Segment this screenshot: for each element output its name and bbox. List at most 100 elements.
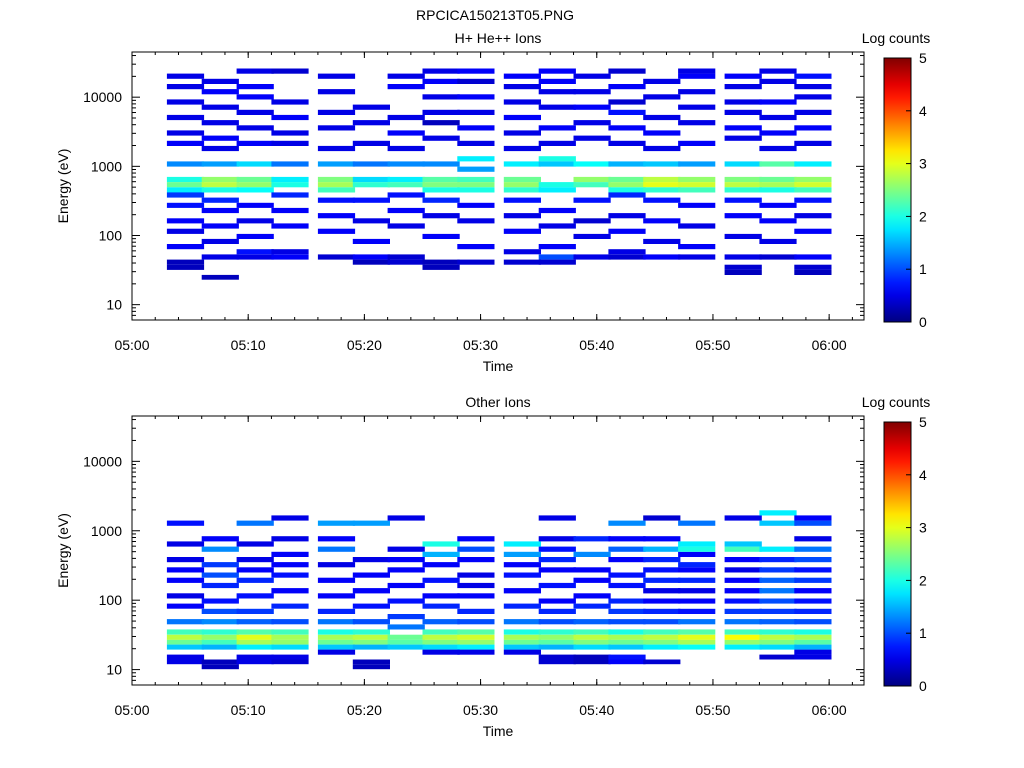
heatmap-cell (643, 114, 681, 121)
heatmap-cell (724, 109, 762, 115)
heatmap-cell (271, 254, 309, 260)
heatmap-cell (201, 207, 239, 214)
heatmap-cell (503, 639, 541, 645)
heatmap-cell (794, 619, 832, 625)
heatmap-cell (573, 654, 611, 660)
heatmap-cell (166, 182, 205, 188)
heatmap-cell (503, 73, 541, 79)
heatmap-cell (166, 244, 205, 250)
heatmap-cell (352, 259, 390, 265)
heatmap-cell (724, 264, 762, 270)
heatmap-cell (317, 577, 356, 583)
heatmap-cell (457, 619, 495, 625)
heatmap-cell (503, 99, 541, 105)
heatmap-cell (271, 223, 309, 229)
heatmap-cell (678, 89, 716, 95)
heatmap-cell (387, 130, 425, 136)
heatmap-cell (236, 254, 274, 260)
heatmap-cell (794, 140, 832, 146)
heatmap-cell (166, 259, 205, 265)
heatmap-cell (317, 649, 356, 655)
heatmap-cell (422, 176, 460, 183)
heatmap-cell (317, 109, 356, 115)
heatmap-cell (759, 567, 797, 573)
heatmap-cell (538, 68, 576, 74)
heatmap-cell (759, 608, 797, 614)
heatmap-cell (166, 84, 205, 90)
heatmap-cell (422, 644, 460, 650)
heatmap-cell (271, 99, 309, 105)
y-tick-label: 10000 (83, 453, 122, 469)
heatmap-cell (503, 649, 541, 655)
heatmap-cell (166, 130, 205, 136)
heatmap-cell (236, 233, 274, 239)
heatmap-cell (271, 68, 309, 74)
heatmap-cell (387, 582, 425, 589)
heatmap-cell (422, 603, 460, 609)
heatmap-cell (573, 634, 611, 640)
heatmap-cell (794, 264, 832, 270)
heatmap-cell (608, 254, 646, 260)
heatmap-cell (271, 249, 309, 255)
heatmap-cell (759, 114, 797, 121)
heatmap-cell (166, 557, 205, 563)
heatmap-cell (538, 125, 576, 131)
heatmap-cell (678, 629, 716, 635)
heatmap-cell (678, 639, 716, 645)
heatmap-cell (503, 629, 541, 635)
heatmap-cell (643, 629, 681, 635)
heatmap-cell (678, 546, 716, 552)
heatmap-cell (724, 588, 762, 594)
heatmap-cell (608, 619, 646, 625)
heatmap-cell (759, 161, 797, 167)
x-axis-label: Time (483, 358, 514, 374)
heatmap-cell (166, 639, 205, 645)
heatmap-cell (201, 536, 239, 542)
heatmap-cell (538, 187, 576, 193)
heatmap-cell (271, 659, 309, 665)
heatmap-cell (352, 161, 390, 167)
heatmap-cell (457, 572, 495, 578)
heatmap-cell (236, 577, 274, 583)
heatmap-cell (724, 254, 762, 260)
heatmap-cell (643, 197, 681, 203)
heatmap-cell (794, 84, 832, 90)
panel-title: H+ He++ Ions (455, 30, 542, 46)
heatmap-cell (643, 218, 681, 224)
heatmap-cell (643, 182, 681, 188)
x-tick-label: 05:50 (695, 337, 730, 353)
heatmap-cell (236, 608, 274, 614)
heatmap-cell (643, 608, 681, 614)
heatmap-cell (794, 254, 832, 260)
heatmap-cell (317, 536, 356, 542)
heatmap-cell (236, 639, 274, 645)
heatmap-cell (538, 644, 576, 650)
heatmap-cell (387, 161, 425, 167)
heatmap-cell (608, 176, 646, 183)
heatmap-cell (724, 197, 762, 203)
heatmap-cell (387, 557, 425, 563)
heatmap-cell (724, 619, 762, 625)
heatmap-cell (457, 94, 495, 100)
heatmap-cell (678, 120, 716, 126)
colorbar-tick-label: 1 (919, 625, 927, 641)
y-tick-label: 10 (106, 662, 122, 678)
heatmap-cell (794, 94, 832, 100)
heatmap-cell (236, 520, 274, 526)
heatmap-cell (317, 644, 356, 650)
heatmap-cell (352, 520, 390, 526)
x-tick-label: 05:20 (347, 702, 382, 718)
heatmap-cell (271, 603, 309, 609)
heatmap-cell (422, 187, 460, 193)
heatmap-cell (503, 182, 541, 188)
heatmap-cell (201, 145, 239, 152)
heatmap-cell (608, 608, 646, 614)
heatmap-cell (678, 551, 716, 557)
heatmap-cell (573, 619, 611, 625)
heatmap-cell (236, 557, 274, 563)
heatmap-cell (457, 78, 495, 84)
heatmap-cell (608, 99, 646, 105)
colorbar-tick-label: 1 (919, 261, 927, 277)
heatmap-cell (759, 218, 797, 224)
heatmap-cell (271, 551, 309, 557)
